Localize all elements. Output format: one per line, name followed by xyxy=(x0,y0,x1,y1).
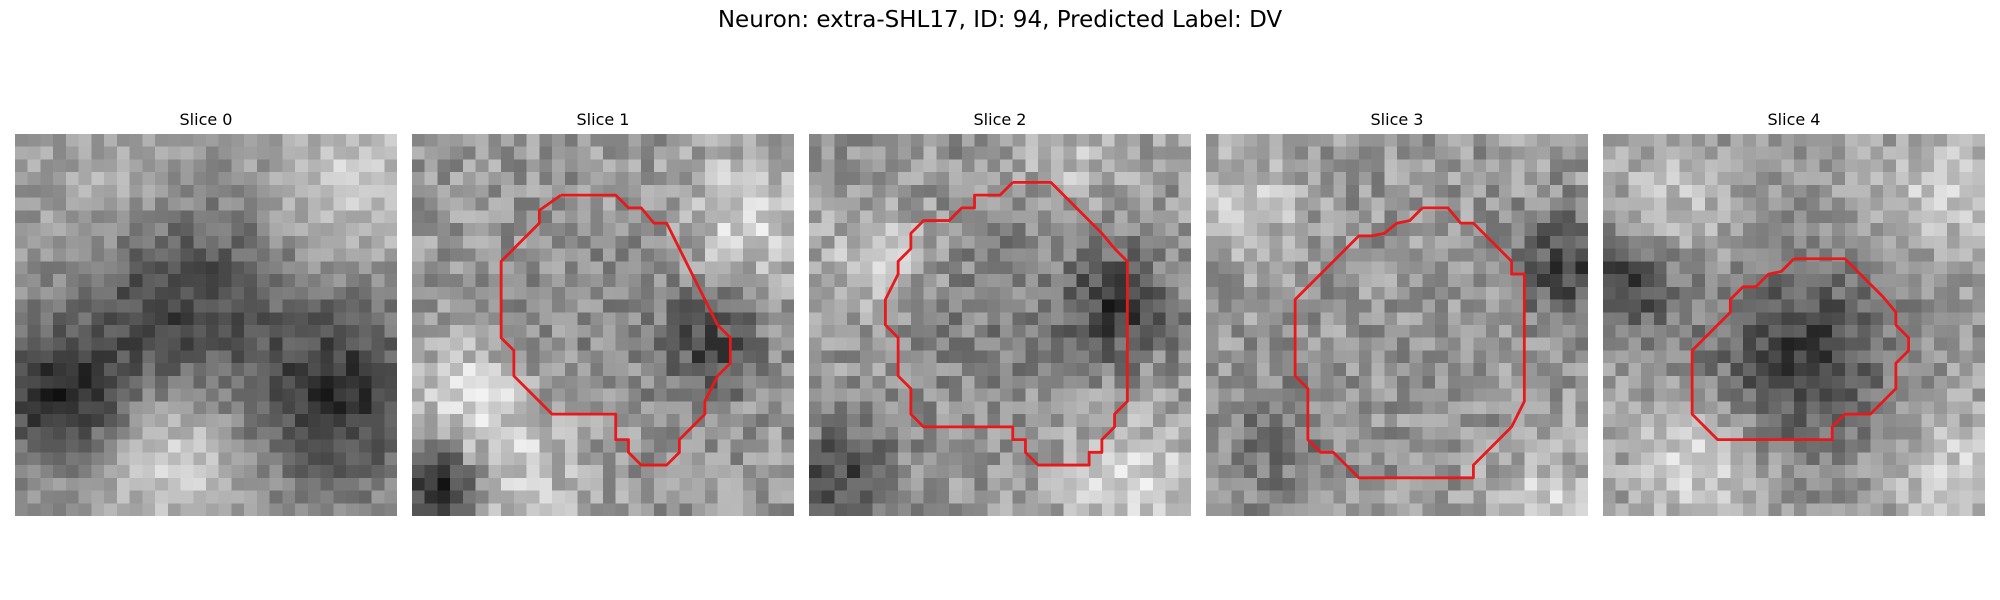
contour-line xyxy=(885,182,1127,465)
roi-contour-3 xyxy=(1206,134,1588,516)
slice-title: Slice 0 xyxy=(15,110,397,129)
contour-line xyxy=(501,195,730,465)
slice-title: Slice 2 xyxy=(809,110,1191,129)
slice-title: Slice 1 xyxy=(412,110,794,129)
roi-contour-1 xyxy=(412,134,794,516)
slice-panel-0: Slice 0 xyxy=(15,110,397,520)
roi-contour-2 xyxy=(809,134,1191,516)
contour-line xyxy=(1295,208,1524,478)
slice-panel-2: Slice 2 xyxy=(809,110,1191,520)
slice-panel-4: Slice 4 xyxy=(1603,110,1985,520)
figure-title: Neuron: extra-SHL17, ID: 94, Predicted L… xyxy=(0,7,2000,33)
slice-image-0 xyxy=(15,134,397,516)
roi-contour-4 xyxy=(1603,134,1985,516)
slice-title: Slice 3 xyxy=(1206,110,1588,129)
slice-panel-3: Slice 3 xyxy=(1206,110,1588,520)
slice-title: Slice 4 xyxy=(1603,110,1985,129)
contour-line xyxy=(1692,259,1908,440)
slice-panel-1: Slice 1 xyxy=(412,110,794,520)
